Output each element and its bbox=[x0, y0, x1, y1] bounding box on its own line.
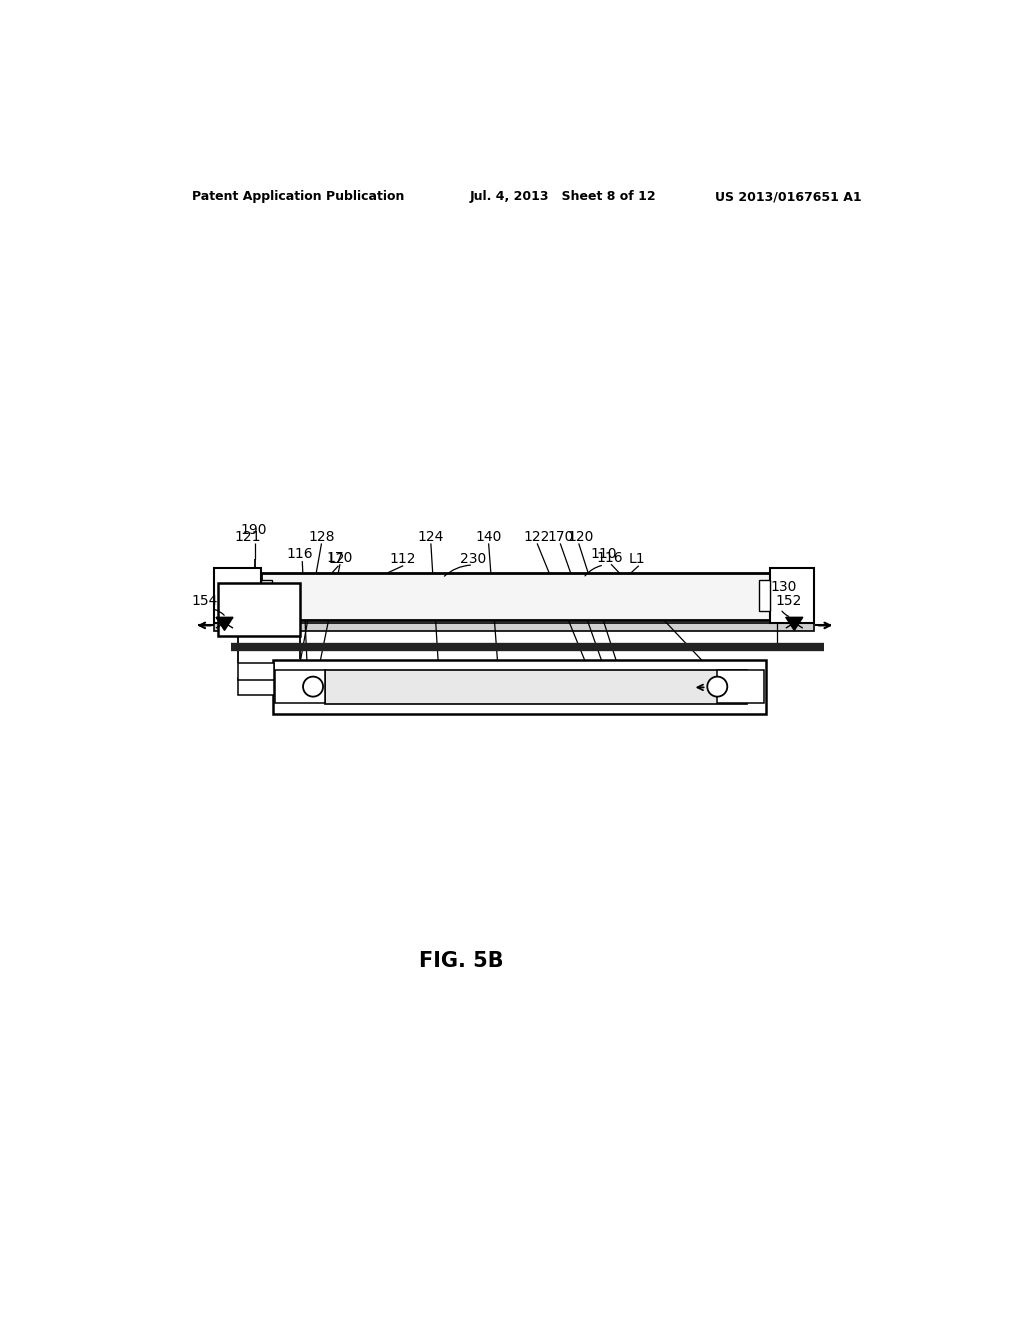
Bar bbox=[239, 678, 273, 696]
Text: Patent Application Publication: Patent Application Publication bbox=[193, 190, 404, 203]
Bar bbox=[717, 671, 764, 702]
Text: 120: 120 bbox=[567, 531, 594, 544]
Text: 230: 230 bbox=[460, 552, 486, 566]
Text: 190: 190 bbox=[241, 523, 267, 536]
Text: 122: 122 bbox=[524, 531, 550, 544]
Text: US 2013/0167651 A1: US 2013/0167651 A1 bbox=[716, 190, 862, 203]
Text: 154: 154 bbox=[191, 594, 218, 609]
Bar bbox=[325, 671, 746, 705]
Text: 121: 121 bbox=[234, 531, 261, 544]
Text: 110: 110 bbox=[591, 548, 617, 561]
Text: L1: L1 bbox=[629, 552, 645, 566]
Bar bbox=[214, 623, 814, 631]
Bar bbox=[273, 660, 766, 714]
Text: 152: 152 bbox=[775, 594, 802, 609]
Bar bbox=[759, 581, 770, 611]
Text: 128: 128 bbox=[308, 531, 335, 544]
Text: FIG. 5B: FIG. 5B bbox=[420, 950, 504, 970]
Text: 130: 130 bbox=[770, 579, 797, 594]
Circle shape bbox=[708, 677, 727, 697]
Text: 170: 170 bbox=[326, 550, 352, 565]
Bar bbox=[261, 581, 272, 611]
Bar bbox=[261, 573, 770, 620]
Polygon shape bbox=[216, 618, 233, 631]
Bar bbox=[770, 568, 814, 623]
Text: 140: 140 bbox=[475, 531, 502, 544]
Bar bbox=[217, 583, 300, 636]
Text: 170: 170 bbox=[547, 531, 573, 544]
Bar bbox=[275, 671, 325, 702]
Bar bbox=[239, 663, 273, 680]
Text: L2: L2 bbox=[329, 552, 345, 566]
Circle shape bbox=[303, 677, 323, 697]
Text: 116: 116 bbox=[287, 548, 313, 561]
Text: 116: 116 bbox=[596, 550, 623, 565]
Text: 112: 112 bbox=[390, 552, 417, 566]
Text: 124: 124 bbox=[418, 531, 444, 544]
Text: Jul. 4, 2013   Sheet 8 of 12: Jul. 4, 2013 Sheet 8 of 12 bbox=[469, 190, 656, 203]
Bar bbox=[214, 568, 261, 623]
Polygon shape bbox=[785, 618, 803, 631]
